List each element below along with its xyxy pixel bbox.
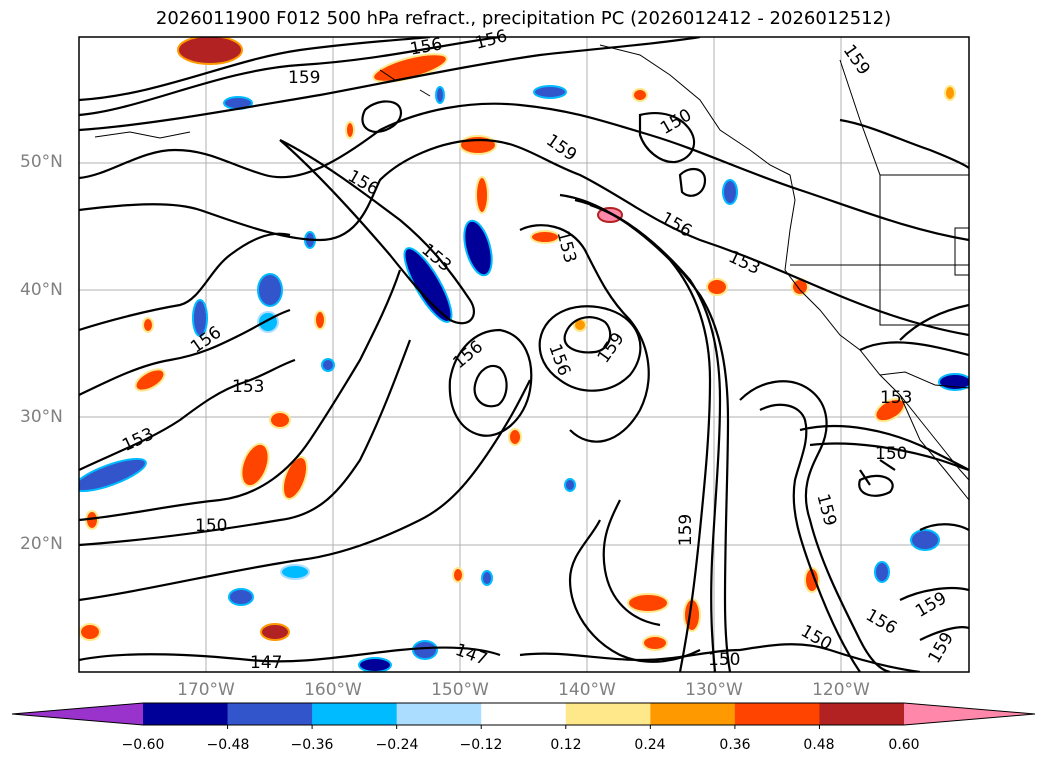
precip-blob [475, 176, 489, 214]
colorbar-segment [396, 703, 482, 725]
precip-blob [321, 358, 335, 372]
precip-blob [722, 179, 738, 205]
map-panel [78, 36, 970, 673]
colorbar-tick: 0.48 [803, 737, 835, 753]
precip-blob [345, 121, 355, 139]
colorbar-tick: 0.12 [550, 737, 582, 753]
lon-label-170w: 170°W [177, 680, 235, 700]
lon-label-150w: 150°W [431, 680, 489, 700]
contour-label: 150 [875, 444, 908, 464]
colorbar-segment [650, 703, 736, 725]
lat-label-20n: 20°N [20, 534, 63, 554]
colorbar-segment [481, 703, 567, 725]
contour-label: 147 [250, 653, 283, 673]
colorbar-segment [819, 703, 905, 725]
precip-blob [192, 299, 208, 337]
precip-blob [459, 135, 497, 155]
colorbar-segment [734, 703, 820, 725]
precip-blob [79, 623, 101, 641]
precip-blob [874, 397, 906, 423]
precip-blob [358, 657, 392, 672]
precip-blob [874, 561, 890, 583]
precip-blob [944, 85, 956, 101]
lat-label-40n: 40°N [20, 280, 63, 300]
precip-blob [435, 86, 445, 104]
colorbar-segment [312, 703, 398, 725]
colorbar-tick: 0.36 [719, 737, 751, 753]
precip-blob [463, 219, 493, 277]
precip-blob [508, 428, 522, 446]
precipitation-shading [79, 37, 969, 672]
colorbar-tick: −0.48 [206, 737, 250, 753]
precip-blob [804, 567, 820, 593]
lat-label-50n: 50°N [20, 152, 63, 172]
precip-blob [452, 567, 464, 583]
lon-label-160w: 160°W [304, 680, 362, 700]
precip-blob [706, 278, 728, 296]
precip-blob [642, 635, 668, 651]
precip-blob [412, 640, 438, 660]
colorbar-tick: −0.24 [375, 737, 419, 753]
precip-blob [627, 593, 669, 613]
colorbar-tick: −0.60 [121, 737, 165, 753]
precip-blob [481, 570, 493, 586]
contour-label: 159 [676, 513, 697, 547]
precip-blob [281, 456, 309, 500]
precip-blob [530, 230, 560, 244]
lon-label-130w: 130°W [685, 680, 743, 700]
colorbar-extend-low [12, 703, 143, 725]
precip-blob [134, 368, 166, 392]
lon-label-140w: 140°W [558, 680, 616, 700]
precip-blob [142, 317, 154, 333]
contour-label: 159 [288, 68, 321, 88]
refractivity-contours [79, 37, 969, 672]
contour-label: 153 [232, 377, 265, 397]
gridlines [79, 37, 969, 672]
precip-blob [564, 478, 576, 492]
lat-label-30n: 30°N [20, 407, 63, 427]
colorbar-segment [227, 703, 313, 725]
precip-blob [533, 85, 567, 99]
precip-blob [280, 564, 310, 580]
coastlines [94, 44, 969, 501]
contour-label: 150 [708, 650, 741, 670]
lon-label-120w: 120°W [812, 680, 870, 700]
precip-blob [314, 310, 326, 330]
colorbar-extend-high [904, 703, 1035, 725]
colorbar-tick: 0.60 [888, 737, 920, 753]
contour-label: 153 [880, 388, 913, 408]
colorbar-tick: 0.24 [634, 737, 666, 753]
precip-blob [632, 88, 648, 102]
colorbar-tick: −0.12 [459, 737, 503, 753]
map-title: 2026011900 F012 500 hPa refract., precip… [155, 8, 892, 29]
precip-blob [269, 411, 291, 429]
precip-blob [910, 529, 940, 551]
precip-blob [257, 273, 283, 307]
precip-blob [257, 311, 279, 333]
precip-blob [260, 623, 290, 641]
precip-blob [177, 37, 243, 65]
precip-blob [403, 247, 453, 323]
precip-blob [79, 457, 147, 493]
contour-label: 150 [195, 516, 228, 536]
colorbar [11, 702, 1036, 729]
colorbar-segment [565, 703, 651, 725]
precip-blob [240, 442, 270, 488]
precip-blob [228, 588, 254, 606]
colorbar-segment [143, 703, 229, 725]
colorbar-tick: −0.36 [290, 737, 334, 753]
colorbar-outline [11, 702, 1036, 726]
